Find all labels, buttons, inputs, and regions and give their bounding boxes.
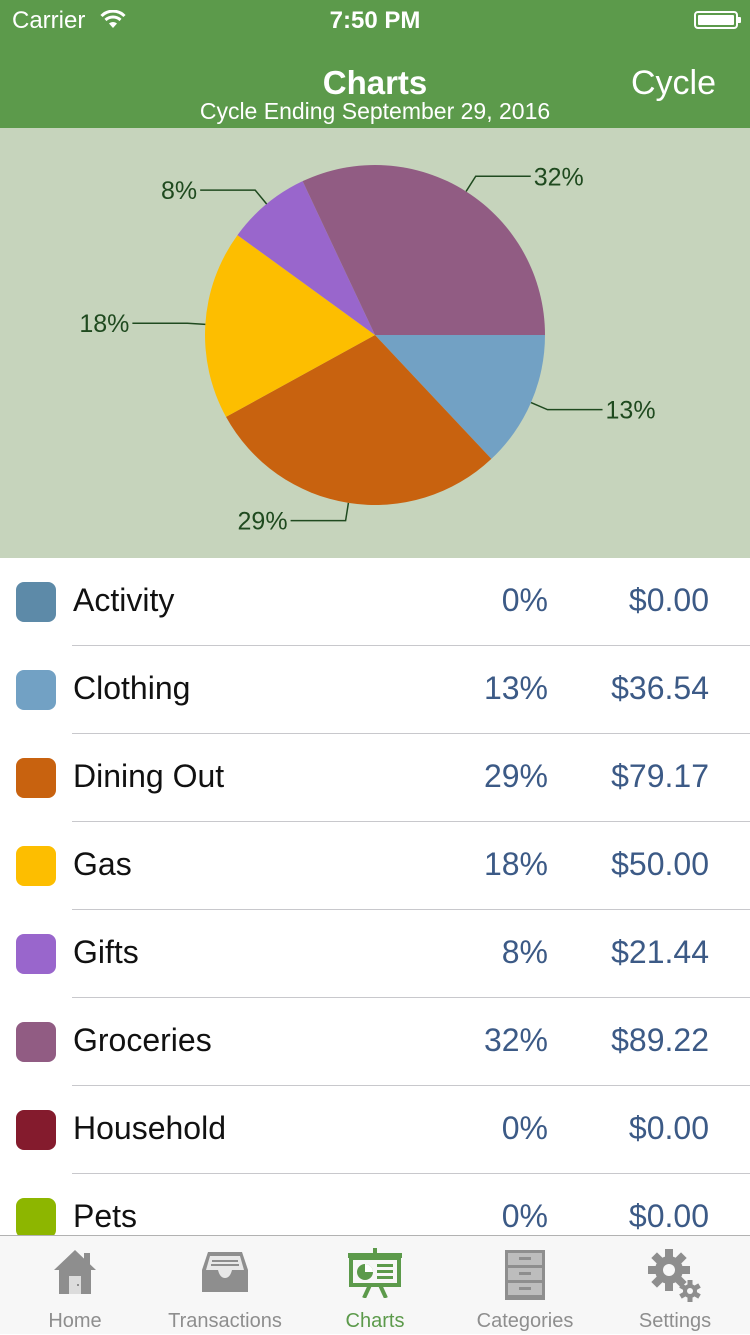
row-divider [72, 997, 750, 998]
status-time: 7:50 PM [329, 7, 421, 34]
category-percent: 0% [501, 1198, 548, 1234]
category-percent: 8% [501, 934, 548, 970]
category-percent: 18% [483, 846, 548, 882]
pie-slice-groceries [302, 165, 545, 335]
cycle-button[interactable]: Cycle [630, 64, 716, 102]
tab-label: Settings [638, 1310, 712, 1332]
tab-bar: Home Transactions Charts Categories Settings [0, 1235, 750, 1334]
pie-label: 32% [534, 163, 584, 191]
category-amount: $0.00 [628, 582, 709, 618]
color-swatch [16, 1022, 56, 1062]
category-percent: 32% [483, 1022, 548, 1058]
category-row[interactable]: Pets 0% $0.00 [0, 1174, 750, 1235]
wifi-icon [100, 10, 126, 28]
color-swatch [16, 1198, 56, 1235]
presentation-chart-icon [346, 1248, 404, 1303]
gears-icon [647, 1248, 703, 1309]
category-name: Household [73, 1110, 226, 1146]
row-divider [72, 1173, 750, 1174]
pie-slice-dining-out [226, 335, 492, 506]
cycle-subtitle: Cycle Ending September 29, 2016 [199, 98, 551, 124]
category-amount: $50.00 [611, 846, 709, 882]
house-icon [52, 1248, 98, 1301]
row-divider [72, 821, 750, 822]
category-name: Gifts [73, 934, 139, 970]
category-name: Activity [73, 582, 175, 618]
category-row[interactable]: Clothing 13% $36.54 [0, 646, 750, 734]
pie-leader-line [530, 401, 603, 411]
category-name: Gas [73, 846, 132, 882]
color-swatch [16, 846, 56, 886]
category-list: Activity 0% $0.00 Clothing 13% $36.54 Dining O… [0, 558, 750, 1235]
inbox-tray-icon [200, 1248, 250, 1301]
category-name: Pets [73, 1198, 138, 1234]
pie-slice-gas [205, 235, 375, 417]
tab-settings[interactable]: Settings [600, 1236, 750, 1335]
category-percent: 0% [501, 1110, 548, 1146]
row-divider [72, 733, 750, 734]
category-row[interactable]: Groceries 32% $89.22 [0, 998, 750, 1086]
category-amount: $36.54 [611, 670, 709, 706]
pie-slice-clothing [375, 335, 545, 459]
pie-leader-line [132, 322, 206, 326]
color-swatch [16, 670, 56, 710]
pie-slice-gifts [237, 181, 375, 335]
category-percent: 29% [483, 758, 548, 794]
pie-leader-line [465, 175, 531, 192]
tab-label: Home [48, 1310, 102, 1332]
pie-label: 18% [79, 310, 129, 338]
navigation-bar: Charts Cycle Ending September 29, 2016 C… [0, 40, 750, 128]
color-swatch [16, 1110, 56, 1150]
category-row[interactable]: Gas 18% $50.00 [0, 822, 750, 910]
category-amount: $21.44 [611, 934, 709, 970]
tab-label: Charts [345, 1310, 405, 1332]
color-swatch [16, 934, 56, 974]
status-bar: Carrier 7:50 PM [0, 0, 750, 40]
row-divider [72, 1085, 750, 1086]
category-name: Dining Out [73, 758, 225, 794]
category-percent: 13% [483, 670, 548, 706]
row-divider [72, 909, 750, 910]
category-amount: $79.17 [611, 758, 709, 794]
pie-chart-area: 13% 29% 18% 8% 32% [0, 128, 750, 558]
pie-chart: 13% 29% 18% 8% 32% [79, 163, 656, 536]
tab-label: Transactions [168, 1310, 282, 1332]
tab-transactions[interactable]: Transactions [150, 1236, 300, 1335]
carrier-label: Carrier [12, 7, 86, 34]
pie-leader-line [290, 502, 350, 522]
category-amount: $0.00 [628, 1110, 709, 1146]
pie-leader-line [200, 189, 268, 205]
tab-home[interactable]: Home [0, 1236, 150, 1335]
file-cabinet-icon [503, 1248, 547, 1307]
pie-label: 13% [606, 397, 656, 425]
color-swatch [16, 758, 56, 798]
tab-categories[interactable]: Categories [450, 1236, 600, 1335]
category-amount: $89.22 [611, 1022, 709, 1058]
row-divider [72, 645, 750, 646]
category-row[interactable]: Dining Out 29% $79.17 [0, 734, 750, 822]
category-row[interactable]: Activity 0% $0.00 [0, 558, 750, 646]
page-title: Charts [322, 64, 428, 101]
tab-charts[interactable]: Charts [300, 1236, 450, 1335]
tab-label: Categories [476, 1310, 574, 1332]
pie-label: 29% [238, 508, 288, 536]
category-percent: 0% [501, 582, 548, 618]
color-swatch [16, 582, 56, 622]
category-row[interactable]: Gifts 8% $21.44 [0, 910, 750, 998]
category-row[interactable]: Household 0% $0.00 [0, 1086, 750, 1174]
pie-label: 8% [161, 177, 197, 205]
category-name: Clothing [73, 670, 191, 706]
category-amount: $0.00 [628, 1198, 709, 1234]
battery-icon [694, 11, 741, 29]
category-name: Groceries [73, 1022, 212, 1058]
